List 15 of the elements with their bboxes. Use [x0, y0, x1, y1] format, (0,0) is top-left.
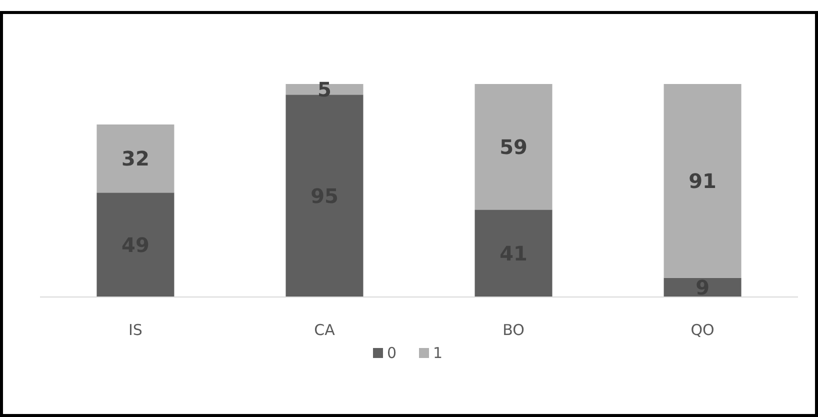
data-label: 59 [500, 134, 528, 159]
bar [474, 84, 552, 210]
x-tick-label: CA [314, 321, 336, 339]
x-tick-label: IS [128, 321, 142, 339]
bar [474, 210, 552, 297]
data-label: 91 [688, 168, 716, 193]
legend-label: 1 [433, 344, 443, 362]
bar [96, 192, 174, 297]
x-tick-label: QO [690, 321, 714, 339]
data-label: 5 [318, 77, 332, 102]
legend-label: 0 [387, 344, 397, 362]
data-label: 32 [122, 146, 150, 171]
bar [96, 124, 174, 193]
x-tick-label: BO [502, 321, 524, 339]
bar [664, 84, 742, 278]
